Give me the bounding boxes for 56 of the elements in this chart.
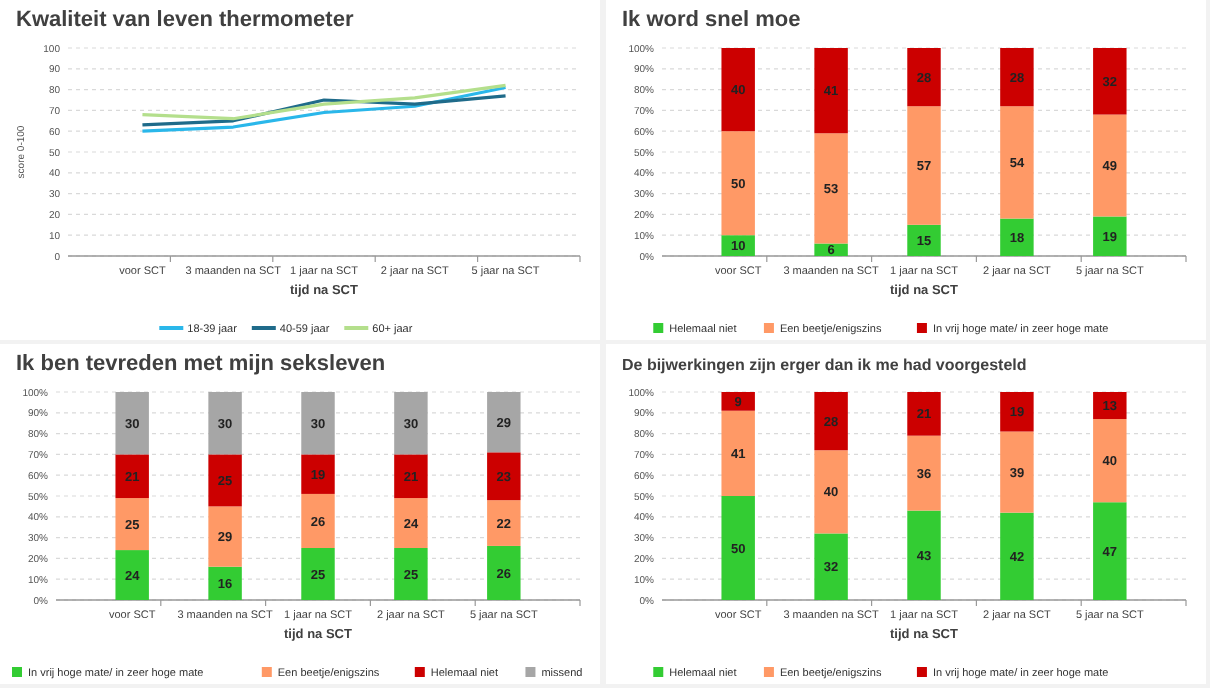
bar — [1093, 502, 1127, 600]
bar — [301, 454, 335, 494]
bar — [208, 506, 242, 567]
bar — [208, 566, 242, 600]
bar — [907, 224, 941, 256]
bar — [814, 133, 848, 244]
bar — [1000, 218, 1034, 256]
bar — [115, 392, 149, 455]
bar — [1000, 48, 1034, 107]
bar — [814, 48, 848, 134]
bar — [301, 392, 335, 455]
bar — [814, 450, 848, 534]
bar — [1000, 431, 1034, 513]
bar — [115, 550, 149, 600]
bar — [208, 454, 242, 507]
bar — [208, 392, 242, 455]
bar — [721, 410, 755, 496]
chart-title: De bijwerkingen zijn erger dan ik me had voorgesteld — [622, 356, 1027, 374]
bar — [487, 452, 521, 501]
bar — [487, 545, 521, 600]
bar — [1093, 114, 1127, 217]
bar — [721, 496, 755, 600]
bar — [487, 500, 521, 546]
line-series — [140, 85, 508, 133]
bar — [394, 548, 428, 600]
bar — [721, 131, 755, 236]
bar — [1093, 216, 1127, 256]
bar — [487, 392, 521, 453]
chart-title: Ik ben tevreden met mijn seksleven — [16, 352, 386, 376]
bar — [1000, 392, 1034, 432]
bar — [394, 454, 428, 499]
bar — [907, 435, 941, 511]
line-series — [140, 83, 508, 121]
bar — [907, 510, 941, 600]
bar — [1093, 48, 1127, 115]
bar — [721, 392, 755, 411]
bar — [814, 533, 848, 600]
bar — [907, 392, 941, 436]
bar — [1093, 419, 1127, 503]
bar — [1000, 106, 1034, 219]
bar — [721, 48, 755, 132]
bar — [301, 493, 335, 548]
bar — [115, 498, 149, 551]
bar — [721, 235, 755, 256]
bar — [1093, 392, 1127, 420]
chart-title: Kwaliteit van leven thermometer — [16, 8, 355, 32]
bar — [1000, 512, 1034, 600]
bar — [394, 392, 428, 455]
bar — [907, 48, 941, 107]
line-series — [140, 94, 508, 127]
bar — [301, 548, 335, 600]
bar — [907, 106, 941, 225]
bar — [115, 454, 149, 499]
bar — [394, 498, 428, 548]
bar — [814, 392, 848, 451]
chart-title: Ik word snel moe — [622, 8, 801, 32]
